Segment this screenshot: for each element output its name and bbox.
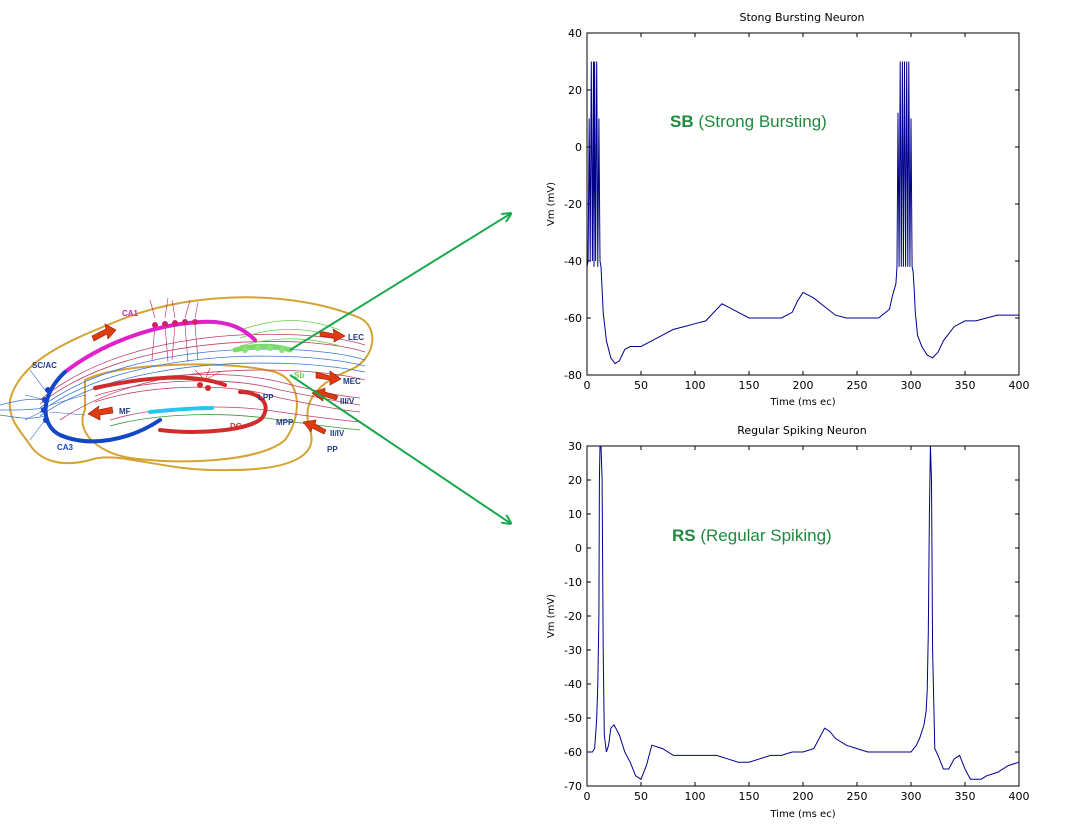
dg-layer (93, 375, 268, 434)
label-lec: LEC (348, 333, 364, 342)
y-axis-label: Vm (mV) (546, 182, 557, 226)
y-tick-label: -70 (564, 780, 582, 793)
y-tick-label: -20 (564, 198, 582, 211)
dentate-region-outline (81, 363, 298, 463)
ca3-dendrites (24, 369, 86, 441)
ca1-dendrites (149, 297, 199, 363)
y-tick-label: -40 (564, 678, 582, 691)
iiiv-arrow-icon (311, 387, 339, 402)
label-sb: Sb (294, 371, 304, 380)
connector-arrow-to-sb (289, 214, 510, 351)
x-tick-label: 100 (685, 379, 706, 392)
label-scac: SC/AC (32, 361, 57, 370)
x-tick-label: 300 (901, 790, 922, 803)
ca1-cells (152, 319, 198, 328)
label-ca1: CA1 (122, 309, 139, 318)
label-mpp: MPP (276, 418, 294, 427)
connector-arrow-to-rs (289, 374, 510, 523)
chart-title: Regular Spiking Neuron (737, 424, 867, 437)
label-mec: MEC (343, 377, 361, 386)
x-tick-label: 400 (1009, 790, 1030, 803)
x-tick-label: 250 (847, 790, 868, 803)
y-tick-label: -60 (564, 312, 582, 325)
label-ca3: CA3 (57, 443, 74, 452)
annotation-rs-text: (Regular Spiking) (696, 526, 832, 545)
y-tick-label: 30 (568, 440, 582, 453)
y-tick-label: -40 (564, 255, 582, 268)
chart-title: Stong Bursting Neuron (739, 11, 864, 24)
x-tick-label: 350 (955, 379, 976, 392)
y-tick-label: 10 (568, 508, 582, 521)
lec-arrow-icon (319, 328, 346, 343)
x-tick-label: 100 (685, 790, 706, 803)
x-axis-label: Time (ms ec) (769, 809, 835, 820)
hippocampus-outline (8, 296, 374, 472)
plot-frame (586, 32, 1020, 376)
y-tick-label: -50 (564, 712, 582, 725)
x-tick-label: 200 (793, 379, 814, 392)
x-tick-label: 50 (634, 379, 648, 392)
pathway-arrows (87, 323, 346, 435)
x-tick-label: 0 (584, 790, 591, 803)
x-tick-label: 50 (634, 790, 648, 803)
label-iiiv: III/V (340, 397, 355, 406)
y-tick-label: 40 (568, 27, 582, 40)
hippocampus-diagram: CA1 SC/AC CA3 MF DG LPP MPP Sb LEC MEC I… (0, 296, 374, 472)
x-tick-label: 150 (739, 379, 760, 392)
x-tick-label: 250 (847, 379, 868, 392)
subiculum-cells (242, 345, 285, 353)
y-tick-label: -60 (564, 746, 582, 759)
y-axis-label: Vm (mV) (546, 594, 557, 638)
x-tick-label: 350 (955, 790, 976, 803)
series-line (587, 445, 1020, 780)
iiiv2-arrow-icon (302, 419, 327, 435)
ca3-layer (43, 370, 162, 444)
label-dg: DG (230, 422, 242, 431)
y-tick-label: 20 (568, 474, 582, 487)
y-tick-label: 20 (568, 84, 582, 97)
label-pp: PP (327, 445, 338, 454)
ca3-cells (41, 387, 51, 423)
plot-frame (586, 445, 1020, 787)
x-tick-label: 300 (901, 379, 922, 392)
x-tick-label: 200 (793, 790, 814, 803)
chart-regular-spiking: Regular Spiking Neuron 0 50 100 150 200 250 30… (546, 424, 1030, 820)
y-tick-label: 0 (575, 542, 582, 555)
annotation-sb-abbr: SB (670, 112, 694, 131)
annotation-sb: SB (Strong Bursting) (670, 112, 827, 131)
chart-strong-bursting: Stong Bursting Neuron 0 50 100 150 200 250 300… (546, 11, 1030, 408)
label-lpp: LPP (258, 393, 274, 402)
y-tick-label: -80 (564, 369, 582, 382)
mf-arrow-icon (87, 405, 114, 421)
mossy-fiber (148, 406, 214, 414)
dg-cells (197, 382, 211, 391)
x-axis-label: Time (ms ec) (769, 397, 835, 408)
series-line (586, 61, 1019, 365)
y-tick-label: -10 (564, 576, 582, 589)
y-tick-label: 0 (575, 141, 582, 154)
y-tick-label: -30 (564, 644, 582, 657)
x-tick-label: 400 (1009, 379, 1030, 392)
y-tick-label: -20 (564, 610, 582, 623)
label-mf: MF (119, 407, 131, 416)
annotation-rs-abbr: RS (672, 526, 696, 545)
annotation-rs: RS (Regular Spiking) (672, 526, 832, 545)
subiculum-layer (232, 343, 293, 353)
label-iiiv2: II/IV (330, 429, 345, 438)
x-tick-label: 0 (584, 379, 591, 392)
mec-arrow-icon (315, 370, 342, 386)
annotation-sb-text: (Strong Bursting) (694, 112, 827, 131)
x-tick-label: 150 (739, 790, 760, 803)
ca1-arrow-icon (91, 323, 117, 342)
